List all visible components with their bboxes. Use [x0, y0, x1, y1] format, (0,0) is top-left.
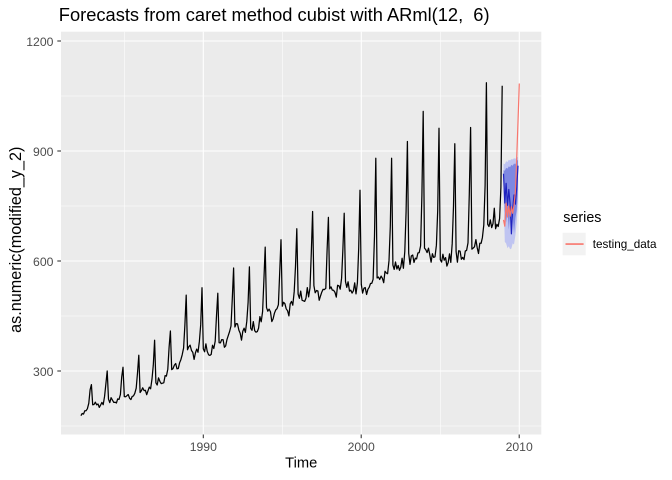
svg-text:300: 300 [33, 365, 54, 379]
svg-text:Forecasts from caret method cu: Forecasts from caret method cubist with … [59, 4, 490, 25]
svg-text:Time: Time [285, 455, 317, 471]
svg-text:1200: 1200 [26, 35, 53, 49]
svg-text:1990: 1990 [190, 440, 217, 454]
svg-text:900: 900 [33, 145, 54, 159]
svg-text:600: 600 [33, 255, 54, 269]
svg-text:2000: 2000 [348, 440, 375, 454]
svg-text:series: series [563, 210, 601, 226]
svg-text:testing_data: testing_data [593, 238, 657, 251]
svg-text:2010: 2010 [506, 440, 533, 454]
svg-text:as.numeric(modified_y_2): as.numeric(modified_y_2) [7, 147, 25, 333]
